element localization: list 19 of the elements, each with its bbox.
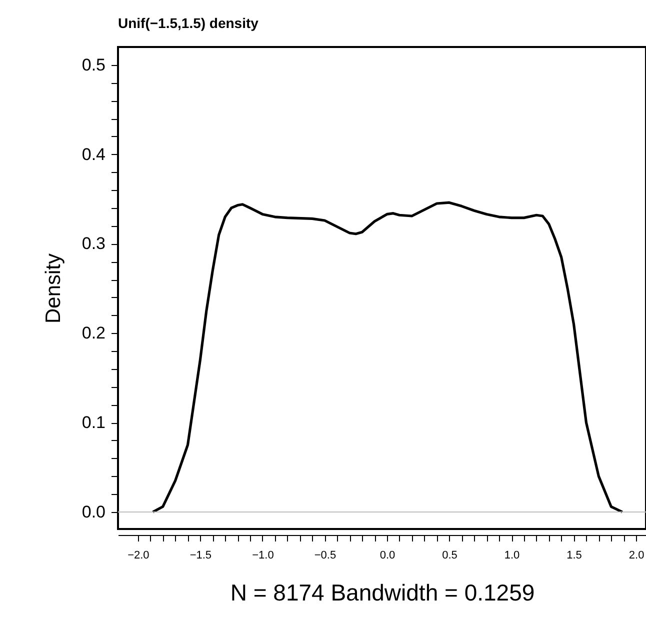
y-tick-label: 0.2 — [82, 324, 106, 343]
x-tick-label: −1.5 — [190, 550, 212, 562]
y-tick-label: 0.3 — [82, 234, 106, 254]
x-tick-label: −0.5 — [314, 550, 336, 562]
x-tick-label: 2.0 — [628, 550, 644, 562]
x-axis-title: N = 8174 Bandwidth = 0.1259 — [230, 580, 535, 606]
x-tick-label: 1.0 — [504, 550, 520, 562]
line-series — [152, 201, 624, 514]
y-tick-label: 0.0 — [82, 502, 106, 522]
x-tick-label: −1.0 — [252, 550, 274, 562]
x-tick-label: 1.5 — [566, 550, 582, 562]
y-tick-label: 0.1 — [82, 413, 106, 432]
chart-title: Unif(−1.5,1.5) density — [118, 15, 259, 31]
y-axis-title: Density — [42, 252, 65, 324]
x-tick-label: −2.0 — [128, 550, 150, 562]
x-tick-label: 0.5 — [442, 550, 458, 562]
y-tick-label: 0.4 — [82, 144, 106, 164]
y-tick-label: 0.5 — [82, 55, 106, 74]
x-tick-label: 0.0 — [380, 550, 396, 562]
